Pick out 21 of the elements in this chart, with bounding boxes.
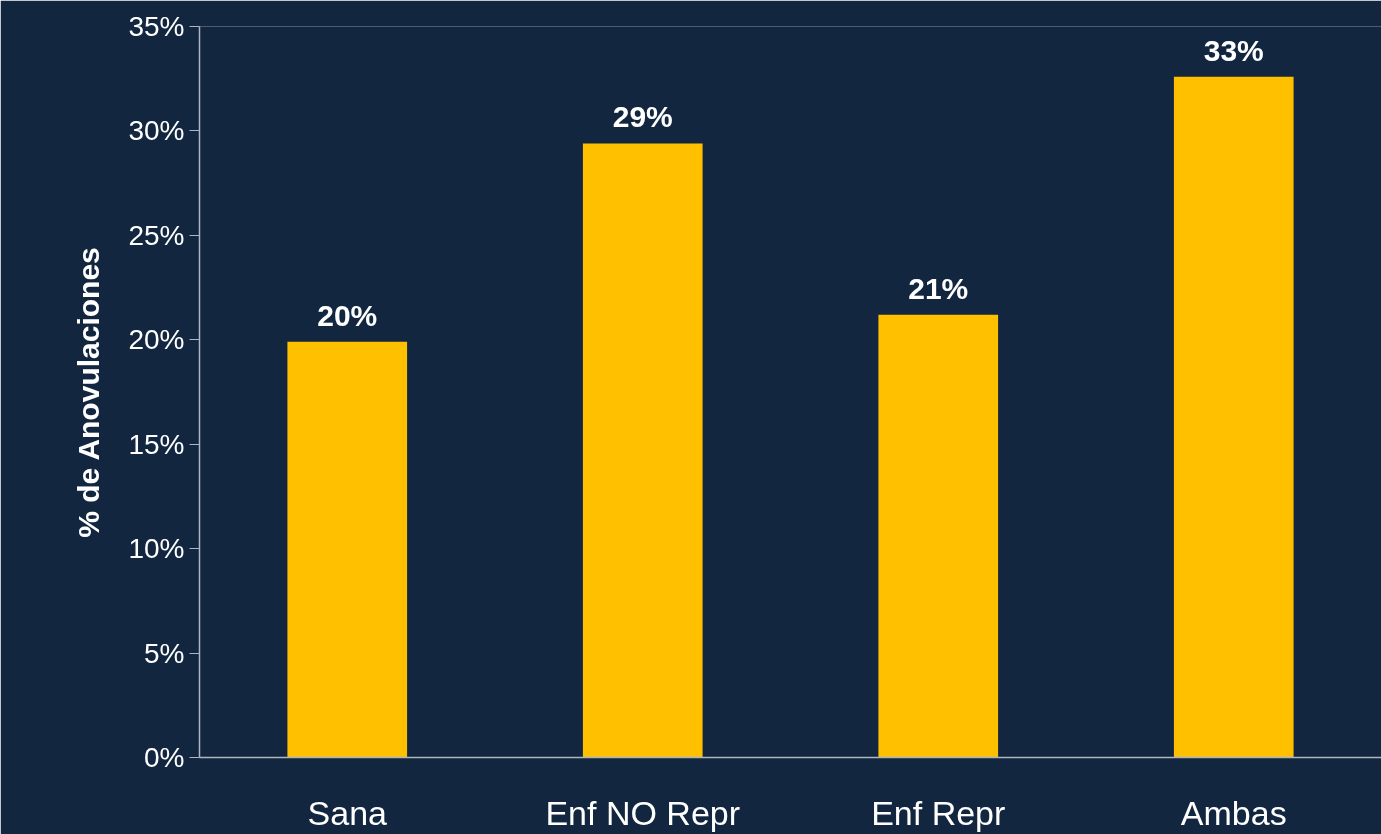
data-label: 20% (317, 298, 378, 332)
y-tick-label: 0% (144, 742, 185, 773)
y-axis-title: % de Anovulaciones (72, 247, 106, 538)
x-tick-label: Ambas (1180, 793, 1287, 832)
bar (1173, 76, 1294, 758)
y-tick-label: 15% (128, 428, 185, 460)
data-label: 33% (1203, 33, 1264, 67)
bar (287, 341, 408, 758)
x-tick-label: Enf NO Repr (545, 793, 741, 832)
y-tick-label: 25% (128, 219, 185, 251)
data-label: 29% (612, 100, 673, 134)
y-tick-label: 5% (144, 637, 185, 669)
bar (878, 314, 999, 758)
y-tick-label: 10% (128, 533, 185, 565)
y-tick-label: 35% (128, 11, 185, 42)
bar (582, 143, 703, 758)
y-tick-label: 20% (128, 324, 185, 356)
data-label: 21% (908, 271, 969, 305)
y-tick-label: 30% (128, 115, 185, 147)
x-tick-label: Enf Repr (871, 793, 1006, 832)
x-tick-label: Sana (307, 793, 388, 832)
